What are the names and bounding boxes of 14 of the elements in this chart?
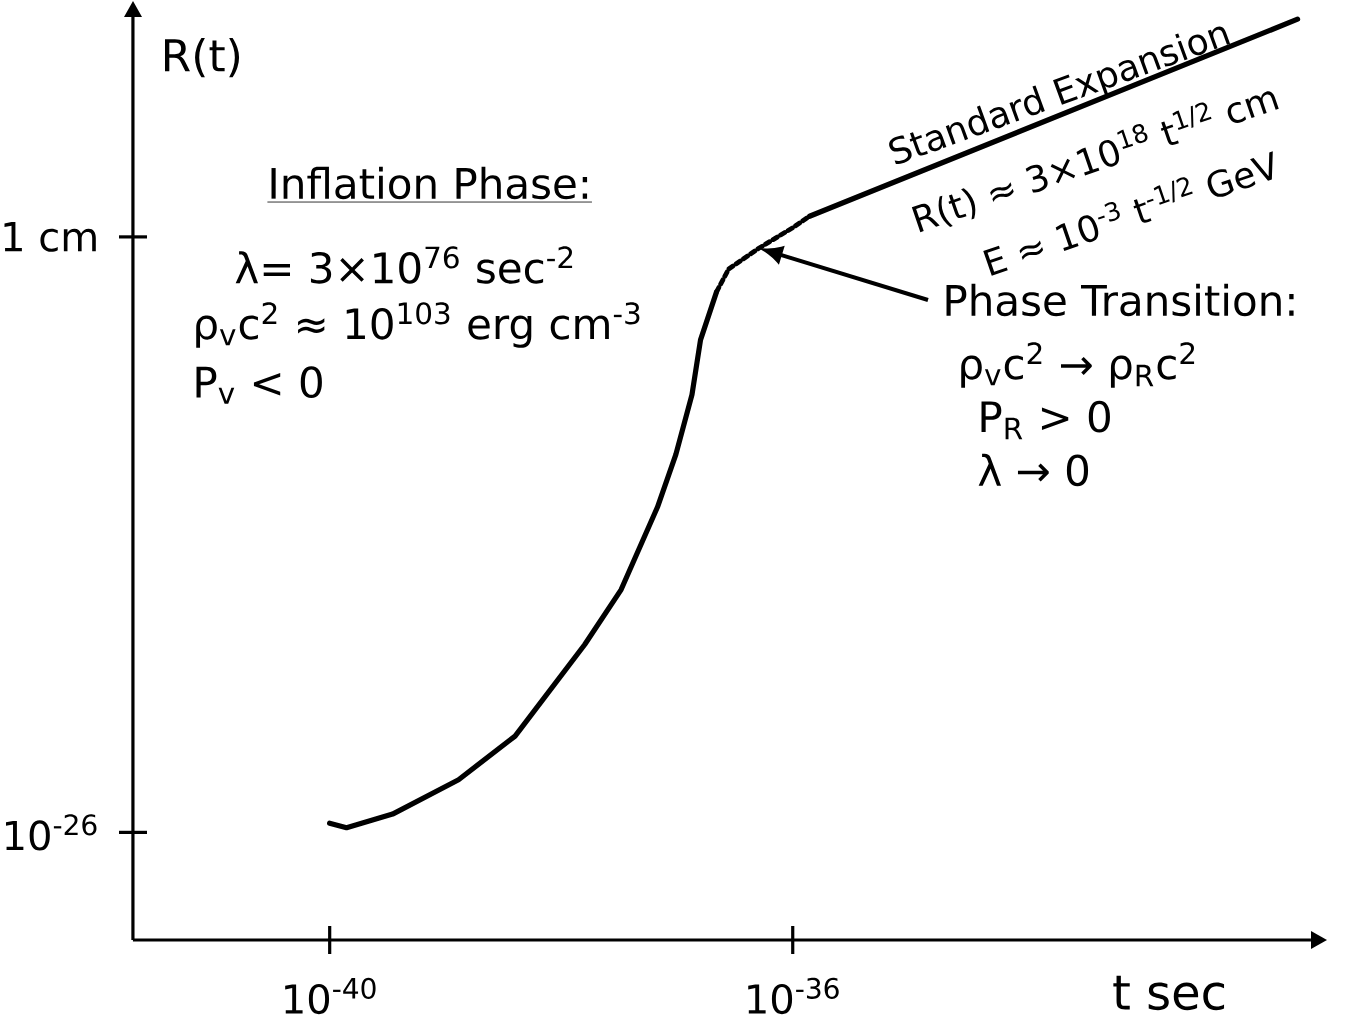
x-axis-title: t sec	[1113, 975, 1225, 1011]
y-axis-title: R(t)	[165, 37, 240, 78]
y-tick-label: 10$^{-26}$	[5, 814, 97, 851]
x-tick-label: 10$^{-36}$	[748, 977, 839, 1015]
annotation: P$_{R}$ > 0	[981, 400, 1110, 440]
annotation: ρ$_{v}$c$^{2}$ → ρ$_{R}$c$^{2}$	[961, 342, 1195, 388]
annotation: Inflation Phase:	[271, 166, 588, 200]
annotation: Phase Transition:	[946, 283, 1294, 317]
annotation: λ → 0	[978, 453, 1089, 487]
y-tick-label: 1 cm	[4, 222, 96, 252]
annotation: λ= 3×10$^{76}$ sec$^{-2}$	[235, 246, 573, 284]
annotation: P$_{v}$ < 0	[196, 366, 322, 404]
annotation: ρ$_{v}$c$^{2}$ ≈ 10$^{103}$ erg cm$^{-3}$	[196, 302, 640, 348]
x-tick-label: 10$^{-40}$	[285, 977, 376, 1015]
